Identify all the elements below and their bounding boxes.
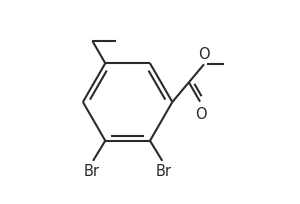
- Text: O: O: [198, 47, 210, 62]
- Text: O: O: [195, 107, 207, 122]
- Text: Br: Br: [155, 164, 171, 178]
- Text: Br: Br: [84, 164, 100, 178]
